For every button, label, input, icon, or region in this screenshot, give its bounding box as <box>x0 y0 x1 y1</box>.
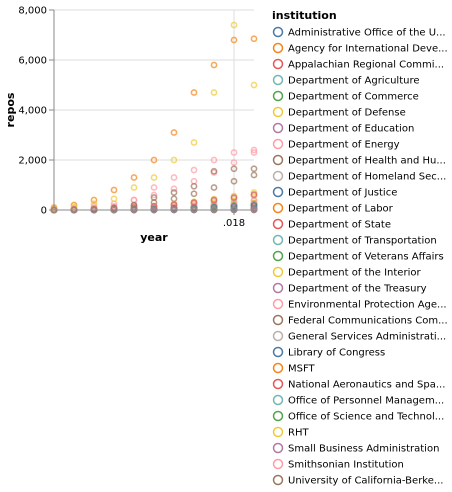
data-point <box>191 90 196 95</box>
data-point <box>211 62 216 67</box>
data-point <box>191 184 196 189</box>
legend-symbol <box>274 444 283 453</box>
legend-item-label: Department of Health and Hu... <box>288 156 446 167</box>
legend-item-label: Administrative Office of the U... <box>288 28 446 39</box>
y-tick-label: 0 <box>41 206 47 217</box>
legend-item-label: Department of Transportation <box>288 236 437 247</box>
legend-symbol <box>274 284 283 293</box>
legend-item-label: Library of Congress <box>288 348 385 359</box>
axes: 0 2,000 4,000 6,000 8,000 .018 <box>18 6 254 230</box>
data-point <box>131 175 136 180</box>
legend-item-label: Smithsonian Institution <box>288 460 404 471</box>
legend-symbol <box>274 92 283 101</box>
legend-symbol <box>274 76 283 85</box>
legend-symbol <box>274 252 283 261</box>
legend-item-label: National Aeronautics and Spa... <box>288 380 445 391</box>
legend-item-label: Department of State <box>288 220 391 231</box>
data-point <box>171 175 176 180</box>
legend-symbol <box>274 28 283 37</box>
data-point <box>191 191 196 196</box>
data-point <box>251 36 256 41</box>
legend-symbol <box>274 348 283 357</box>
legend-item-label: Department of Labor <box>288 204 394 215</box>
data-point <box>211 90 216 95</box>
legend-symbol <box>274 332 283 341</box>
legend-symbol <box>274 316 283 325</box>
legend-item-label: Federal Communications Com... <box>288 316 448 327</box>
legend-item-label: Appalachian Regional Commi... <box>288 60 444 71</box>
data-point <box>111 196 116 201</box>
data-point <box>191 167 196 172</box>
legend-item-label: Agency for International Deve... <box>288 44 448 55</box>
data-point <box>211 185 216 190</box>
data-point <box>251 82 256 87</box>
legend-symbol <box>274 476 283 485</box>
legend-symbol <box>274 268 283 277</box>
y-tick-label: 2,000 <box>18 156 47 167</box>
y-tick-label: 8,000 <box>18 6 47 17</box>
legend-symbol <box>274 412 283 421</box>
data-point <box>151 185 156 190</box>
legend-symbol <box>274 188 283 197</box>
x-axis-title: year <box>140 231 168 244</box>
data-points <box>51 22 256 212</box>
data-point <box>171 190 176 195</box>
x-tick-label: .018 <box>223 218 245 229</box>
legend-symbol <box>274 124 283 133</box>
legend-title: institution <box>272 9 337 22</box>
data-point <box>191 140 196 145</box>
legend-symbol <box>274 364 283 373</box>
y-tick-label: 6,000 <box>18 56 47 67</box>
y-axis-title: repos <box>4 92 17 127</box>
data-point <box>171 196 176 201</box>
data-point <box>131 185 136 190</box>
legend-symbol <box>274 60 283 69</box>
legend-symbol <box>274 108 283 117</box>
legend-symbol <box>274 380 283 389</box>
legend-item-label: Department of Energy <box>288 140 400 151</box>
data-point <box>211 169 216 174</box>
legend-symbol <box>274 44 283 53</box>
legend-symbol <box>274 236 283 245</box>
legend-item-label: Department of the Interior <box>288 268 421 279</box>
legend-symbol <box>274 140 283 149</box>
legend-item-label: Office of Personnel Managem... <box>288 396 444 407</box>
legend-item-label: Department of the Treasury <box>288 284 427 295</box>
legend-item-label: Department of Veterans Affairs <box>288 252 444 263</box>
legend-item-label: Department of Commerce <box>288 92 419 103</box>
data-point <box>151 175 156 180</box>
legend-item-label: Department of Homeland Sec... <box>288 172 446 183</box>
y-tick-label: 4,000 <box>18 106 47 117</box>
legend-symbol <box>274 300 283 309</box>
legend-symbol <box>274 204 283 213</box>
legend-item-label: Office of Science and Technol... <box>288 412 444 423</box>
legend-item-label: MSFT <box>288 364 316 375</box>
legend-item-label: General Services Administrati... <box>288 332 446 343</box>
legend-item-label: Department of Agriculture <box>288 76 420 87</box>
legend-symbol <box>274 156 283 165</box>
legend-item-label: Department of Education <box>288 124 414 135</box>
legend-symbol <box>274 396 283 405</box>
legend-item-label: Department of Justice <box>288 188 397 199</box>
data-point <box>111 187 116 192</box>
legend-item-label: RHT <box>288 428 309 439</box>
legend-item-label: Department of Defense <box>288 108 406 119</box>
legend-item-label: Environmental Protection Age... <box>288 300 447 311</box>
legend-symbol <box>274 220 283 229</box>
data-point <box>251 166 256 171</box>
legend-symbol <box>274 172 283 181</box>
data-point <box>171 130 176 135</box>
legend-item-label: Small Business Administration <box>288 444 439 455</box>
legend-item-label: University of California-Berke... <box>288 476 443 487</box>
data-point <box>251 172 256 177</box>
legend-symbol <box>274 428 283 437</box>
legend: institution Administrative Office of the… <box>272 9 448 487</box>
legend-symbol <box>274 460 283 469</box>
